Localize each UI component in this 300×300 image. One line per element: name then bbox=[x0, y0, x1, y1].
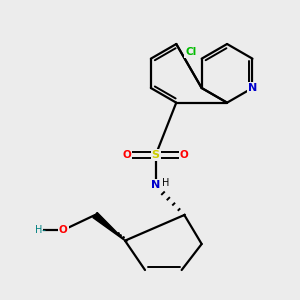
Text: Cl: Cl bbox=[185, 47, 196, 57]
Text: N: N bbox=[248, 83, 257, 93]
Polygon shape bbox=[93, 212, 125, 241]
Text: O: O bbox=[59, 225, 68, 235]
Text: S: S bbox=[152, 150, 160, 160]
Text: N: N bbox=[151, 180, 160, 190]
Text: H: H bbox=[162, 178, 169, 188]
Text: H: H bbox=[34, 225, 42, 235]
Text: -: - bbox=[41, 225, 45, 235]
Text: O: O bbox=[122, 150, 131, 160]
Text: O: O bbox=[180, 150, 189, 160]
